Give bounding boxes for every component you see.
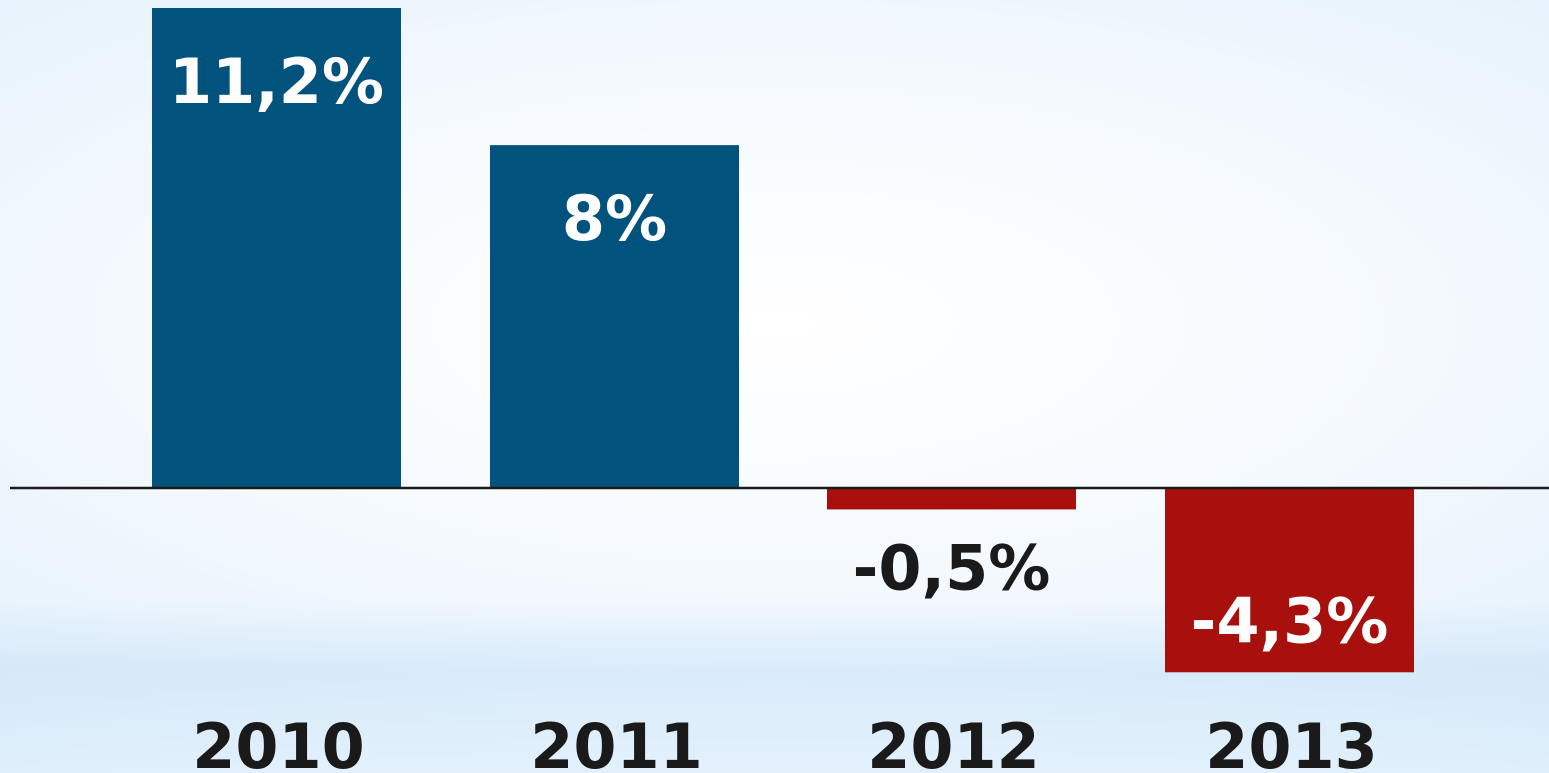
value-label-2012: -0,5% bbox=[853, 531, 1051, 604]
bars-group bbox=[152, 8, 1414, 673]
value-label-2010: 11,2% bbox=[169, 45, 384, 118]
value-label-2011: 8% bbox=[562, 182, 667, 255]
value-label-2013: -4,3% bbox=[1191, 584, 1389, 657]
bar-2013 bbox=[1165, 488, 1414, 673]
category-labels-group: 2010 2011 2012 2013 bbox=[192, 710, 1378, 773]
bar-2010 bbox=[152, 8, 401, 488]
value-labels-group: 11,2% 8% -0,5% -4,3% bbox=[169, 45, 1388, 657]
category-label-2011: 2011 bbox=[530, 710, 703, 773]
category-label-2012: 2012 bbox=[867, 710, 1040, 773]
bar-2011 bbox=[490, 145, 739, 488]
category-label-2010: 2010 bbox=[192, 710, 365, 773]
category-label-2013: 2013 bbox=[1205, 710, 1378, 773]
bar-2012 bbox=[827, 488, 1076, 510]
